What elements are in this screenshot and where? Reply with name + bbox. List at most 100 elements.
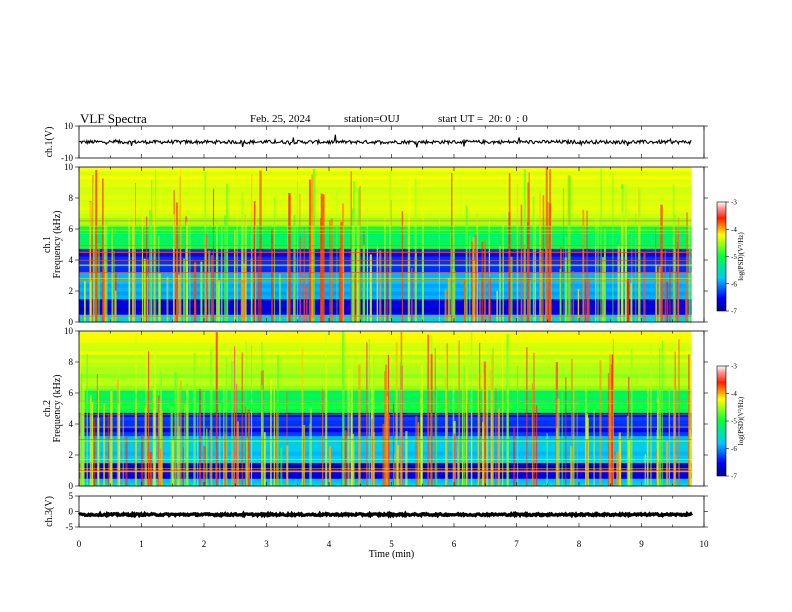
ch1-spectrogram-streak: [389, 170, 392, 322]
ch2-spectrogram-streak: [135, 334, 137, 486]
ch1-spectrogram-streak: [355, 249, 358, 322]
ch2-spectrogram-streak: [344, 430, 347, 486]
ch1-spectrogram-streak: [451, 172, 453, 322]
ch1-spectrogram-streak: [489, 276, 491, 322]
ch2-spectrogram-streak: [184, 404, 186, 486]
ch1-spectrogram-streak: [293, 215, 296, 322]
ch1-spectrogram-streak: [620, 188, 623, 322]
ch2-spectrogram-band: [79, 346, 692, 351]
ch1-spectrogram-line: [79, 220, 692, 222]
ch2-spectrogram-streak: [465, 366, 468, 486]
ch1-spectrogram-streak: [253, 201, 256, 322]
ch3-waveform-ytick-label: -5: [66, 522, 74, 532]
ch1-spectrogram-streak: [103, 269, 105, 322]
ch1-spectrogram-streak: [666, 281, 669, 322]
ch1-spectrogram-streak: [172, 214, 175, 322]
ch2-spectrogram-streak: [225, 357, 228, 486]
ch2-spectrogram-streak: [399, 361, 402, 486]
ch1-spectrogram-streak: [520, 204, 523, 322]
ch1-spectrogram-streak: [658, 266, 661, 322]
ch1-spectrogram-streak: [146, 216, 148, 322]
ch1-spectrogram-band: [79, 182, 692, 187]
ch3-waveform-ytick-label: 5: [69, 491, 74, 501]
ch2-spectrogram-cb-label: log(PSD)(V²/Hz): [737, 396, 745, 445]
x-tick-label: 9: [639, 539, 644, 549]
ch1-waveform-trace: [78, 134, 692, 148]
ch1-spectrogram-streak: [407, 180, 411, 322]
ch1-spectrogram-streak: [166, 276, 169, 322]
ch2-spectrogram-streak: [607, 373, 611, 486]
ch1-spectrogram-streak: [401, 211, 404, 322]
ch1-spectrogram-streak: [617, 245, 620, 322]
ch2-spectrogram-ytick-label: 10: [64, 326, 74, 336]
ch1-spectrogram-band: [79, 178, 692, 183]
x-tick-label: 8: [577, 539, 582, 549]
ch2-spectrogram-line: [79, 414, 692, 416]
ch1-spectrogram-streak: [259, 170, 262, 322]
ch1-spectrogram-band: [79, 209, 692, 214]
ch2-spectrogram-streak: [561, 391, 563, 486]
x-tick-label: 1: [139, 539, 144, 549]
ch2-spectrogram-cb-tick-label: -5: [731, 418, 737, 426]
ch1-spectrogram-streak: [414, 178, 417, 322]
ch1-spectrogram-line: [79, 245, 692, 247]
x-tick-label: 7: [514, 539, 519, 549]
ch1-spectrogram-streak: [194, 262, 197, 322]
ch1-spectrogram-cb-tick-label: -4: [731, 226, 737, 234]
ch1-spectrogram-streak: [686, 212, 688, 322]
ch1-spectrogram-streak: [362, 244, 365, 322]
ch2-spectrogram-streak: [665, 441, 669, 486]
ch1-spectrogram-streak: [218, 280, 220, 322]
ch1-spectrogram-streak: [251, 174, 253, 322]
ch2-spectrogram-streak: [557, 398, 560, 486]
ch2-spectrogram-streak: [366, 342, 368, 486]
ch2-spectrogram-ytick-label: 4: [69, 419, 74, 429]
ch1-spectrogram-streak: [548, 203, 551, 322]
ch2-spectrogram-streak: [392, 402, 395, 486]
ch2-spectrogram-streak: [158, 401, 161, 486]
ch1-spectrogram-streak: [637, 186, 639, 322]
ch1-spectrogram-streak: [151, 180, 153, 322]
ch2-spectrogram-streak: [452, 380, 455, 486]
ch1-spectrogram-streak: [243, 263, 245, 322]
ch1-spectrogram-streak: [354, 274, 356, 322]
ch1-spectrogram-streak: [586, 210, 588, 322]
ch2-spectrogram-band: [79, 342, 692, 347]
ch1-spectrogram-streak: [564, 257, 567, 322]
ch1-spectrogram-cb-tick-label: -5: [731, 253, 737, 261]
ch2-spectrogram-streak: [93, 418, 96, 486]
ch2-spectrogram-streak: [241, 352, 244, 486]
ch2-spectrogram-streak: [154, 340, 157, 486]
ch1-spectrogram-streak: [143, 258, 146, 322]
ch1-spectrogram-line: [79, 280, 692, 282]
x-tick-label: 4: [327, 539, 332, 549]
ch2-spectrogram-streak: [174, 419, 177, 486]
ch2-spectrogram-streak: [630, 348, 633, 486]
start-time-label: start UT = 20: 0 : 0: [438, 113, 528, 125]
ch1-spectrogram-ytick-label: 4: [69, 255, 74, 265]
ch2-spectrogram-ytick-label: 0: [69, 481, 74, 491]
ch1-spectrogram-streak: [631, 276, 633, 322]
ch1-spectrogram-colorbar: [716, 201, 727, 312]
ch2-spectrogram-streak: [656, 429, 658, 486]
ch2-spectrogram-streak: [303, 425, 305, 486]
ch1-spectrogram-streak: [179, 176, 181, 322]
ch1-spectrogram-band: [79, 190, 692, 195]
ch2-spectrogram-band: [79, 358, 692, 363]
ch2-spectrogram-ytick-label: 8: [69, 357, 74, 367]
ch2-spectrogram-streak: [555, 362, 559, 486]
ch1-spectrogram-ytick-label: 8: [69, 193, 74, 203]
ch1-spectrogram-ytick-label: 10: [64, 162, 74, 172]
ch1-spectrogram-band: [79, 198, 692, 203]
ch1-spectrogram-band: [79, 186, 692, 191]
ch1-spectrogram-streak: [464, 279, 466, 322]
ch1-spectrogram-streak: [502, 225, 504, 322]
ch1-spectrogram-streak: [481, 241, 484, 322]
ch2-spectrogram-streak: [483, 361, 486, 486]
ch2-spectrogram-streak: [678, 339, 680, 486]
ch1-spectrogram-streak: [288, 192, 291, 322]
ch1-spectrogram-streak: [330, 218, 333, 322]
ch3-waveform-frame: [78, 495, 705, 528]
ch2-spectrogram-streak: [599, 360, 602, 486]
ch2-spectrogram-streak: [236, 421, 239, 486]
